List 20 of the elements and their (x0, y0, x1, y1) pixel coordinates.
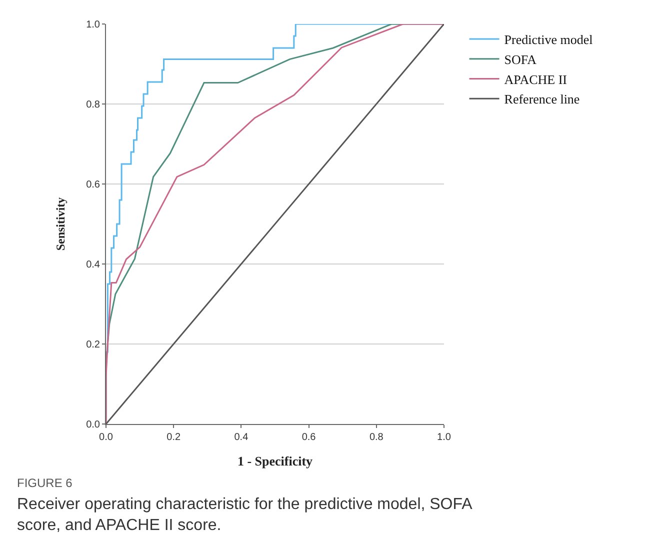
caption: FIGURE 6 (17, 476, 73, 490)
x-tick-label: 0.0 (99, 432, 114, 443)
x-tick-label: 0.2 (166, 432, 181, 443)
x-tick-label: 0.6 (302, 432, 316, 443)
y-axis-title: Sensitivity (53, 197, 68, 251)
text: Receiver operating characteristic for the predictive model, SOFA score, and APACHE II score. (17, 496, 473, 534)
y-tick-label: 0.6 (86, 180, 100, 190)
legend-label: APACHE II (504, 72, 568, 87)
x-tick-label: 0.8 (369, 432, 384, 443)
x-tick-label: 1.0 (437, 432, 452, 443)
y-tick-label: 0.4 (86, 260, 100, 270)
x-tick-label: 0.4 (234, 432, 249, 443)
y-tick-label: 0.0 (86, 420, 100, 430)
legend-label: Reference line (504, 92, 580, 107)
y-tick-label: 0.8 (86, 100, 100, 110)
x-axis-title: 1 - Specificity (237, 454, 314, 469)
legend-label: SOFA (504, 52, 538, 67)
y-tick-label: 1.0 (86, 20, 100, 30)
y-tick-label: 0.2 (86, 340, 100, 350)
legend-label: Predictive model (504, 32, 594, 48)
